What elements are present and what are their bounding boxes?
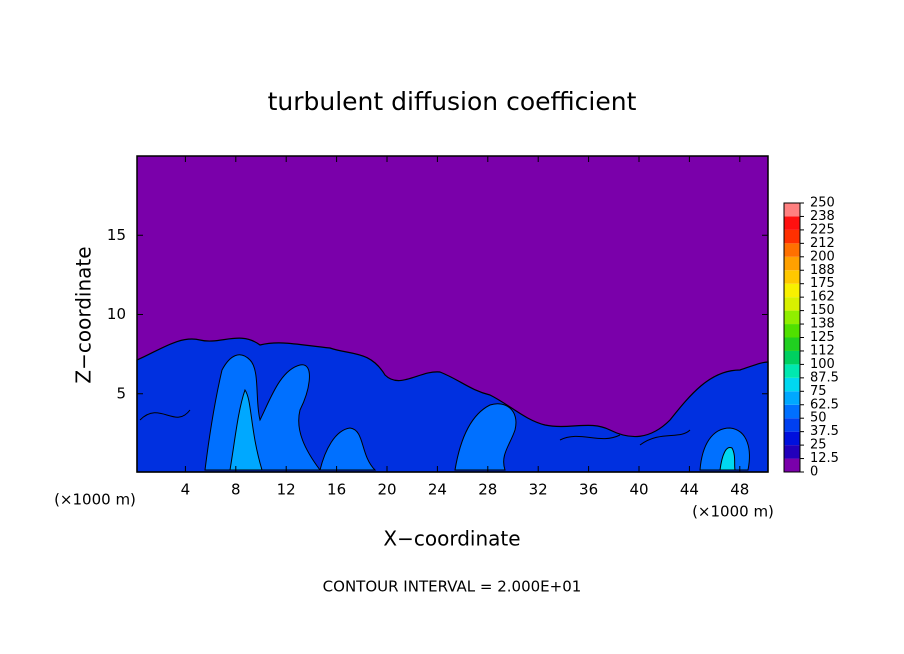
- x-tick-label: 24: [428, 481, 447, 499]
- colorbar-swatch: [784, 297, 800, 311]
- colorbar-label: 150: [810, 303, 835, 318]
- colorbar-label: 100: [810, 357, 835, 372]
- colorbar-swatch: [784, 310, 800, 325]
- turbulent-core: [454, 403, 517, 471]
- colorbar-label: 75: [810, 384, 827, 399]
- colorbar-label: 37.5: [810, 424, 839, 439]
- x-tick-label: 12: [277, 481, 296, 499]
- colorbar-swatch: [784, 283, 800, 298]
- x-tick-label: 40: [629, 481, 648, 499]
- colorbar-swatch: [784, 337, 800, 351]
- y-tick-label: 15: [107, 226, 126, 244]
- colorbar-label: 12.5: [810, 451, 839, 466]
- turbulent-core: [204, 354, 321, 471]
- colorbar-label: 0: [810, 465, 818, 480]
- colorbar-swatch: [784, 391, 800, 405]
- turbulent-core: [229, 388, 263, 471]
- x-tick-label: 4: [181, 481, 191, 499]
- colorbar-swatch: [784, 270, 800, 284]
- colorbar-label: 225: [810, 222, 835, 237]
- colorbar-label: 200: [810, 249, 835, 264]
- colorbar-label: 250: [810, 196, 835, 211]
- colorbar-label: 50: [810, 411, 827, 426]
- colorbar-label: 138: [810, 317, 835, 332]
- colorbar-swatch: [784, 364, 800, 378]
- colorbar-label: 162: [810, 290, 835, 305]
- colorbar-label: 112: [810, 343, 835, 358]
- colorbar-label: 87.5: [810, 370, 839, 385]
- colorbar-swatch: [784, 256, 800, 271]
- turbulent-core: [719, 446, 736, 471]
- colorbar-label: 188: [810, 263, 835, 278]
- x-tick-label: 28: [478, 481, 497, 499]
- turbulent-core: [699, 427, 750, 471]
- x-tick-label: 16: [327, 481, 346, 499]
- colorbar-label: 238: [810, 209, 835, 224]
- chart-title: turbulent diffusion coefficient: [268, 87, 637, 116]
- y-axis-label: Z−coordinate: [72, 246, 96, 383]
- colorbar-label: 212: [810, 236, 835, 251]
- colorbar-swatch: [784, 404, 800, 419]
- colorbar-swatch: [784, 243, 800, 257]
- x-tick-label: 48: [730, 481, 749, 499]
- x-tick-label: 32: [529, 481, 548, 499]
- y-tick-label: 5: [116, 384, 126, 402]
- field: [136, 156, 769, 473]
- colorbar-label: 175: [810, 276, 835, 291]
- colorbar-swatch: [784, 418, 800, 432]
- x-tick-label: 36: [579, 481, 598, 499]
- colorbar-swatch: [784, 216, 800, 230]
- colorbar-label: 25: [810, 438, 827, 453]
- colorbar-swatch: [784, 377, 800, 392]
- colorbar-label: 125: [810, 330, 835, 345]
- colorbar-swatch: [784, 203, 800, 217]
- colorbar-swatch: [784, 431, 800, 446]
- colorbar-swatch: [784, 229, 800, 244]
- colorbar-swatch: [784, 458, 800, 472]
- colorbar-swatch: [784, 324, 800, 338]
- colorbar-swatch: [784, 350, 800, 365]
- y-unit: (×1000 m): [54, 491, 136, 509]
- footnote: CONTOUR INTERVAL = 2.000E+01: [323, 578, 582, 596]
- colorbar-label: 62.5: [810, 397, 839, 412]
- contour-line: [139, 409, 691, 446]
- x-axis-label: X−coordinate: [383, 527, 520, 551]
- turbulent-core: [319, 427, 377, 471]
- colorbar-swatch: [784, 445, 800, 459]
- y-tick-label: 10: [107, 305, 126, 323]
- x-tick-label: 44: [680, 481, 699, 499]
- x-tick-label: 8: [231, 481, 241, 499]
- x-tick-label: 20: [377, 481, 396, 499]
- x-unit: (×1000 m): [692, 503, 774, 521]
